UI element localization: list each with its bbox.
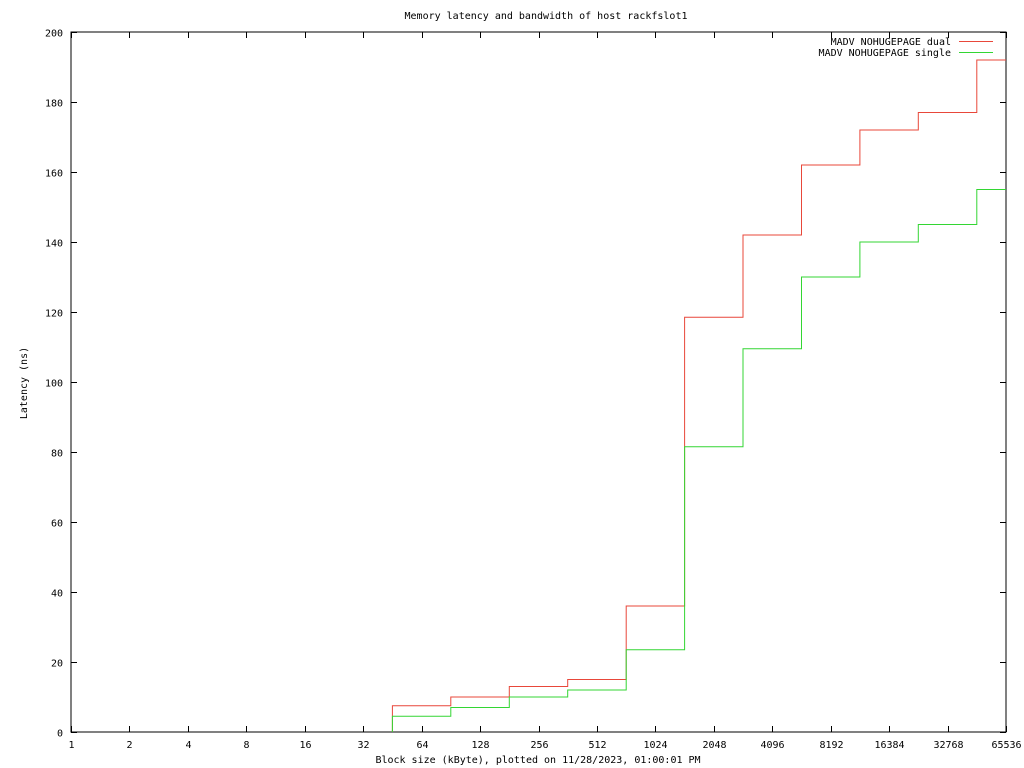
series-2 (391, 189, 1006, 732)
y-tick-label: 80 (51, 449, 63, 460)
y-tick-label: 160 (45, 169, 63, 180)
x-tick-label: 32768 (933, 740, 963, 751)
x-tick-label: 65536 (991, 740, 1021, 751)
y-axis: 0 20 40 60 80 100 120 140 160 180 200 (45, 29, 1006, 740)
x-tick-label: 64 (416, 740, 428, 751)
y-tick-label: 200 (45, 29, 63, 40)
y-tick-label: 180 (45, 99, 63, 110)
x-tick-label: 16384 (874, 740, 904, 751)
x-tick-label: 2 (126, 740, 132, 751)
legend-label: MADV NOHUGEPAGE dual (831, 37, 951, 48)
legend-label: MADV NOHUGEPAGE single (819, 48, 951, 59)
x-axis: 1 2 4 8 16 32 64 128 256 512 1024 2048 4096 8192 16384… (68, 32, 1022, 751)
series-line (391, 189, 1006, 732)
x-tick-label: 8 (243, 740, 249, 751)
series-line (391, 59, 1006, 732)
y-tick-label: 140 (45, 239, 63, 250)
plot-border (70, 31, 1007, 733)
x-tick-label: 512 (588, 740, 606, 751)
y-tick-label: 40 (51, 589, 63, 600)
y-tick-label: 120 (45, 309, 63, 320)
y-axis-label: Latency (ns) (19, 347, 30, 419)
y-tick-label: 60 (51, 519, 63, 530)
x-tick-label: 128 (471, 740, 489, 751)
plot-frame (70, 31, 1007, 733)
x-tick-label: 8192 (819, 740, 843, 751)
x-tick-label: 2048 (702, 740, 726, 751)
y-tick-label: 20 (51, 659, 63, 670)
x-tick-label: 32 (357, 740, 369, 751)
series-layer (391, 59, 1006, 732)
y-tick-label: 0 (57, 729, 63, 740)
x-tick-label: 16 (299, 740, 311, 751)
x-tick-label: 256 (530, 740, 548, 751)
x-tick-label: 4 (185, 740, 191, 751)
chart-title: Memory latency and bandwidth of host rac… (405, 11, 688, 22)
series-1 (391, 59, 1006, 732)
x-tick-label: 1 (68, 740, 74, 751)
x-axis-label: Block size (kByte), plotted on 11/28/202… (375, 755, 700, 766)
y-tick-label: 100 (45, 379, 63, 390)
x-tick-label: 4096 (760, 740, 784, 751)
x-tick-label: 1024 (643, 740, 667, 751)
